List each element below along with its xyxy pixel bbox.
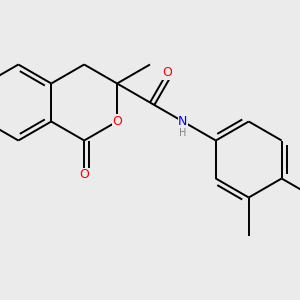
Text: O: O <box>79 168 89 181</box>
Text: O: O <box>162 66 172 80</box>
Text: N: N <box>178 115 188 128</box>
Text: H: H <box>179 128 187 137</box>
Text: O: O <box>112 115 122 128</box>
